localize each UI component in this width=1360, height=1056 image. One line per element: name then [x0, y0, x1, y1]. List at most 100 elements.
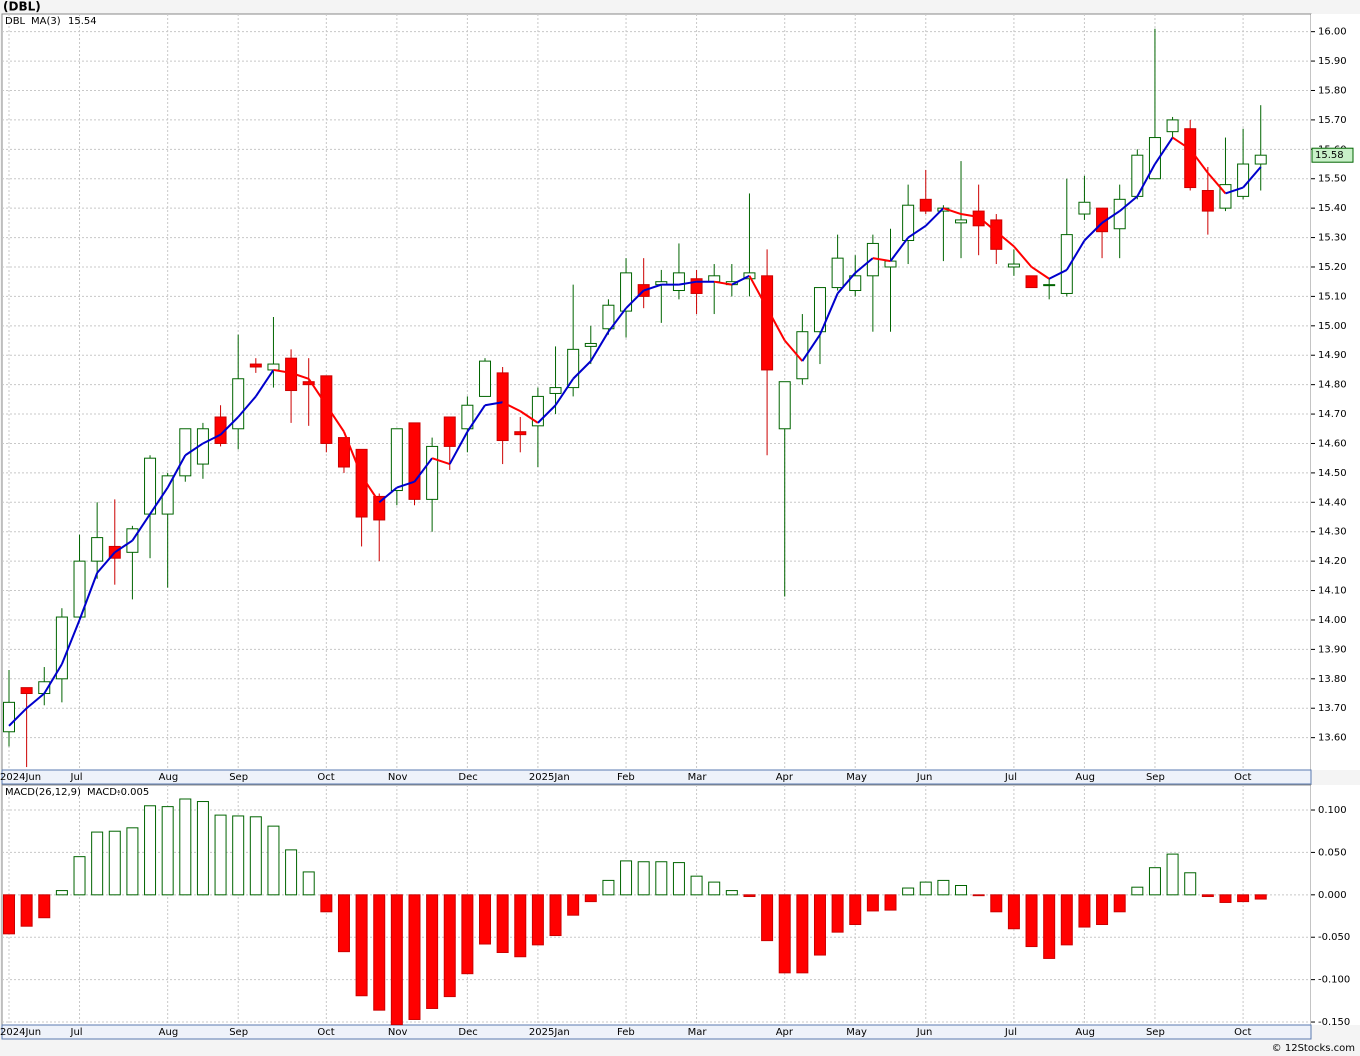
macd-bar [708, 881, 721, 896]
x-tick-label: Feb [617, 1027, 635, 1038]
x-tick-label: Apr [776, 772, 794, 783]
ma-line [1154, 136, 1174, 165]
ma-line [343, 431, 363, 477]
candle-body [813, 287, 826, 333]
ma-line [766, 307, 786, 341]
y-tick-label: 14.60 [1318, 438, 1347, 449]
macd-bar [1237, 894, 1250, 903]
y-tick-label: 14.20 [1318, 556, 1347, 567]
candle-body [3, 701, 15, 733]
macd-bar [302, 871, 315, 896]
ma-line [1101, 210, 1121, 224]
ma-line [960, 213, 979, 218]
candle-body [302, 381, 315, 386]
ma-line [819, 293, 839, 336]
candle-body [232, 378, 245, 430]
ma-line [1189, 148, 1209, 174]
candle-body [249, 363, 262, 368]
ma-line [783, 339, 804, 362]
macd-bar [1060, 894, 1073, 946]
candle-body [514, 431, 527, 436]
ma-line [678, 280, 697, 286]
macd-bar [672, 862, 685, 896]
candle-body [1184, 128, 1197, 189]
legend-macd-label: MACD: [87, 787, 120, 798]
x-tick-label: Sep [1146, 772, 1165, 783]
x-tick-label: 2025Jan [529, 772, 570, 783]
macd-bar [285, 849, 298, 896]
ma-line [8, 707, 28, 727]
footer: © 12Stocks.com [1272, 1043, 1355, 1054]
y-tick-label: 15.80 [1318, 85, 1347, 96]
macd-axis [1311, 785, 1360, 1025]
y-tick-label: 15.10 [1318, 291, 1347, 302]
y-tick-label: 15.90 [1318, 56, 1347, 67]
y-tick-label: 16.00 [1318, 27, 1347, 38]
y-tick-label: 14.80 [1318, 380, 1347, 391]
ma-line [273, 368, 292, 374]
y-tick-label: 15.40 [1318, 203, 1347, 214]
macd-bar [567, 894, 580, 916]
macd-bar [813, 894, 826, 956]
ma-line [554, 378, 574, 406]
macd-bar [761, 894, 774, 942]
price-axis [1311, 14, 1360, 770]
macd-bar [972, 894, 985, 897]
macd-bar [426, 894, 439, 1009]
ma-line [307, 378, 328, 406]
y-tick-label: 15.00 [1318, 321, 1347, 332]
candle-body [831, 257, 844, 289]
x-tick-label: Apr [776, 1027, 794, 1038]
macd-bar [144, 805, 157, 896]
candle-body [1201, 189, 1214, 212]
ma-line [925, 207, 945, 227]
candle-body [1060, 234, 1073, 294]
macd-bar [584, 894, 597, 903]
ma-line [1207, 172, 1227, 195]
macd-bar [443, 894, 456, 998]
macd-bar [267, 825, 280, 896]
ma-line [748, 275, 768, 309]
ma-line [219, 416, 239, 436]
candle-body [1148, 137, 1161, 180]
macd-bar [479, 894, 492, 945]
macd-bar [108, 830, 121, 896]
ma-line [325, 404, 345, 433]
candle-body [337, 437, 350, 468]
candle-body [1043, 284, 1056, 287]
ma-line [237, 395, 257, 418]
macd-bar [955, 884, 968, 896]
macd-bar [232, 815, 245, 896]
y-tick-label: 13.70 [1318, 703, 1347, 714]
macd-bar [461, 894, 474, 975]
y-tick-label: 14.40 [1318, 497, 1347, 508]
ma-line [1083, 222, 1103, 242]
ma-line [131, 513, 151, 542]
candle-body [408, 422, 421, 500]
ma-line [1030, 266, 1050, 280]
x-tick-label: Aug [1075, 1027, 1095, 1038]
macd-bar [884, 894, 897, 911]
macd-bar [990, 894, 1003, 913]
x-tick-label: 2024Jun [0, 772, 41, 783]
ma-line [60, 619, 81, 665]
x-tick-label: Oct [317, 772, 334, 783]
macd-bar [496, 894, 509, 953]
macd-bar [549, 894, 562, 937]
candle-body [20, 687, 33, 695]
ma-line [149, 487, 169, 515]
candle-body [91, 537, 104, 562]
candle-body [990, 219, 1003, 250]
x-tick-label: Jul [70, 772, 83, 783]
y-tick-label: 14.00 [1318, 615, 1347, 626]
candle-body [567, 348, 580, 389]
x-tick-label: Dec [458, 772, 477, 783]
y-tick-label: -0.150 [1318, 1017, 1350, 1028]
ma-line [184, 442, 204, 457]
macd-bar [602, 879, 615, 896]
ma-line [114, 539, 133, 554]
y-tick-label: 14.70 [1318, 409, 1347, 420]
candle-body [479, 360, 492, 397]
macd-bar [3, 894, 15, 935]
ma-line [519, 410, 539, 424]
